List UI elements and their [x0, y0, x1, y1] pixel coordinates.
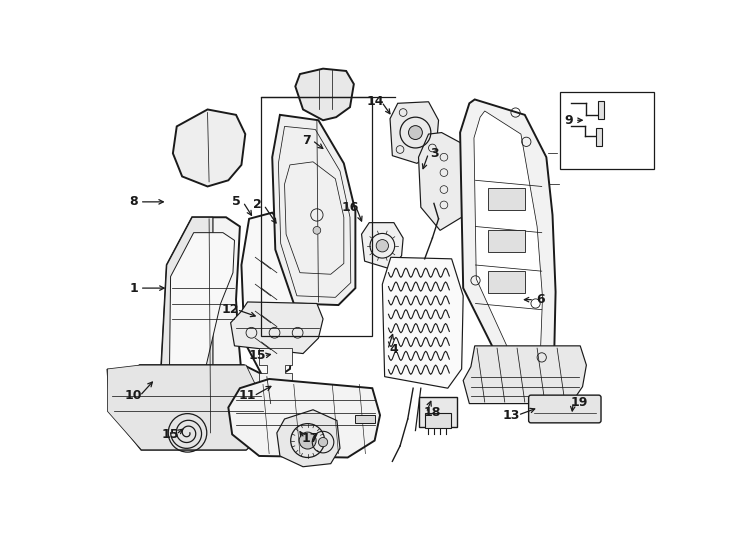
Circle shape: [313, 226, 321, 234]
Polygon shape: [463, 346, 586, 403]
Bar: [425, 413, 451, 428]
Polygon shape: [161, 217, 241, 446]
Polygon shape: [169, 233, 234, 434]
Bar: [488, 271, 525, 293]
Text: 3: 3: [430, 147, 439, 160]
Polygon shape: [173, 110, 245, 186]
Polygon shape: [295, 69, 354, 120]
Bar: [598, 101, 604, 119]
Polygon shape: [230, 302, 323, 354]
Polygon shape: [259, 348, 292, 384]
Bar: [488, 231, 525, 252]
Text: 18: 18: [424, 406, 441, 420]
Text: 17: 17: [302, 432, 319, 445]
Polygon shape: [418, 132, 467, 231]
Text: 13: 13: [503, 409, 520, 422]
Polygon shape: [474, 111, 542, 363]
Bar: [560, 92, 654, 168]
Text: 5: 5: [233, 195, 241, 208]
Text: 8: 8: [129, 195, 138, 208]
Bar: [355, 415, 374, 423]
Bar: [595, 128, 602, 146]
Text: 19: 19: [571, 396, 588, 409]
Polygon shape: [107, 365, 267, 450]
Polygon shape: [161, 217, 213, 446]
Circle shape: [409, 126, 422, 139]
Polygon shape: [362, 222, 403, 269]
Text: 15: 15: [249, 349, 266, 362]
Polygon shape: [390, 102, 438, 164]
Text: 4: 4: [390, 343, 399, 356]
Polygon shape: [382, 257, 463, 388]
Circle shape: [376, 240, 388, 252]
Text: 9: 9: [564, 114, 573, 127]
Circle shape: [319, 437, 327, 447]
Text: 11: 11: [239, 389, 256, 402]
Bar: [261, 97, 372, 336]
Circle shape: [299, 432, 316, 449]
Polygon shape: [241, 213, 295, 384]
Text: 7: 7: [302, 134, 310, 147]
Polygon shape: [107, 365, 271, 450]
FancyBboxPatch shape: [528, 395, 601, 423]
Bar: [418, 397, 457, 427]
Polygon shape: [460, 99, 556, 382]
Text: 1: 1: [129, 281, 138, 295]
Text: 6: 6: [536, 293, 545, 306]
Text: 2: 2: [253, 198, 262, 212]
Text: 14: 14: [367, 95, 384, 108]
Polygon shape: [272, 115, 355, 305]
Polygon shape: [228, 379, 380, 457]
Text: 15: 15: [161, 428, 178, 441]
Text: 16: 16: [341, 201, 359, 214]
Bar: [488, 188, 525, 210]
Text: 12: 12: [222, 303, 239, 316]
Polygon shape: [277, 410, 340, 467]
Text: 10: 10: [125, 389, 142, 402]
